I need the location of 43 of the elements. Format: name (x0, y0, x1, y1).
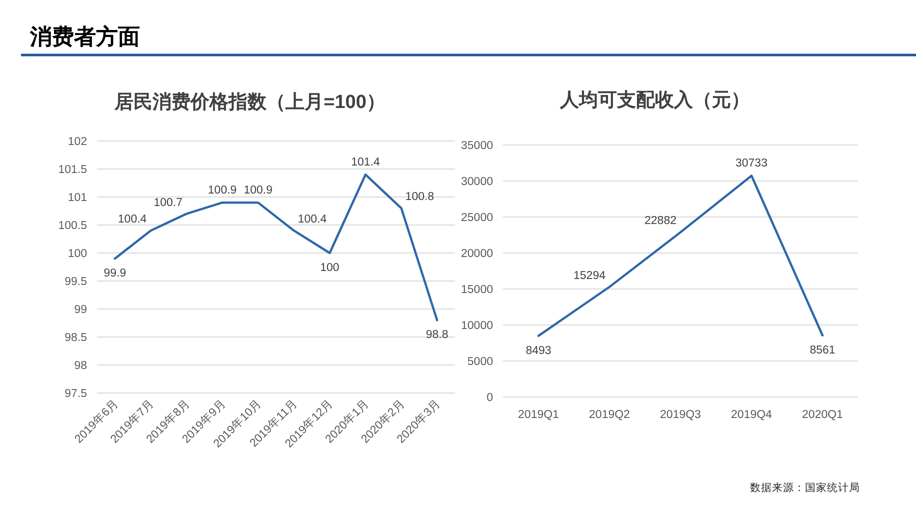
data-label: 15294 (574, 270, 606, 282)
x-tick-label: 2019Q4 (731, 409, 773, 421)
line-series (537, 174, 824, 337)
y-tick-label: 100.5 (58, 220, 87, 232)
data-label: 8561 (810, 344, 836, 356)
x-tick-label: 2019Q1 (518, 409, 559, 421)
chart-title: 居民消费价格指数（上月=100） (114, 91, 386, 113)
x-tick-label: 2019Q3 (660, 409, 701, 421)
y-tick-label: 101.5 (58, 164, 87, 176)
data-label: 100.7 (154, 196, 182, 209)
y-tick-label: 102 (68, 136, 87, 148)
y-tick-label: 35000 (461, 140, 493, 152)
text: 消费者方面 (29, 24, 140, 49)
data-label: 101.4 (351, 156, 380, 169)
y-tick-label: 25000 (461, 212, 493, 224)
data-label: 22882 (644, 215, 676, 228)
data-label: 8493 (526, 344, 552, 357)
data-label: 100 (320, 262, 340, 274)
data-label: 100.9 (208, 184, 237, 197)
data-label: 99.9 (104, 268, 126, 280)
y-tick-label: 98.5 (64, 332, 87, 344)
y-tick-label: 20000 (461, 248, 493, 260)
y-tick-label: 100 (68, 248, 87, 260)
data-label: 98.8 (426, 329, 448, 342)
y-tick-label: 10000 (461, 320, 493, 332)
data-label: 100.4 (118, 214, 148, 226)
chart-title: 人均可支配收入（元） (559, 89, 750, 111)
x-tick-label: 2020Q1 (802, 409, 843, 421)
data-label: 100.9 (244, 184, 272, 197)
y-tick-label: 0 (486, 392, 493, 404)
y-tick-label: 5000 (467, 356, 493, 368)
x-tick-label: 2019Q2 (589, 409, 630, 421)
y-tick-label: 30000 (461, 176, 493, 188)
y-tick-label: 98 (74, 360, 87, 372)
data-label: 100.4 (298, 214, 328, 226)
y-tick-label: 99 (74, 304, 87, 316)
data-label: 30733 (736, 158, 768, 170)
data-label: 100.8 (405, 191, 434, 204)
y-tick-label: 97.5 (64, 388, 87, 400)
y-tick-label: 101 (68, 192, 87, 204)
y-tick-label: 99.5 (64, 276, 87, 288)
y-tick-label: 15000 (461, 284, 493, 296)
source-note: 数据来源：国家统计局 (750, 481, 860, 494)
